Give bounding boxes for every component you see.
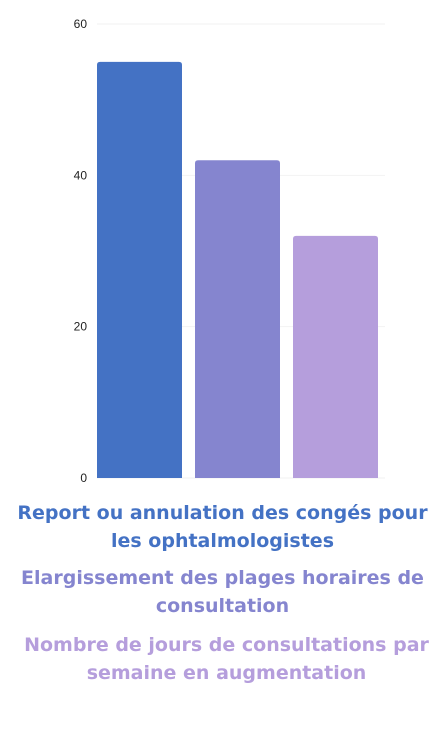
y-tick-label: 0 bbox=[80, 471, 87, 485]
y-tick-label: 20 bbox=[74, 320, 88, 334]
y-axis-ticks: 0 20 40 60 bbox=[74, 17, 88, 485]
legend-item-jours-consultation: Nombre de jours de consultations par sem… bbox=[24, 634, 429, 684]
legend-item-report-conges: Report ou annulation des congés pour les… bbox=[17, 502, 428, 552]
bar-2 bbox=[195, 160, 280, 478]
bar-1 bbox=[97, 61, 182, 478]
chart-area: 0 20 40 60 bbox=[74, 17, 385, 485]
bar-3 bbox=[293, 235, 378, 478]
bars bbox=[97, 61, 378, 478]
y-tick-label: 60 bbox=[74, 17, 88, 31]
bar-chart: 0 20 40 60 bbox=[74, 17, 385, 485]
legend-item-plages-horaires: Elargissement des plages horaires de con… bbox=[21, 567, 424, 617]
y-tick-label: 40 bbox=[74, 168, 88, 182]
